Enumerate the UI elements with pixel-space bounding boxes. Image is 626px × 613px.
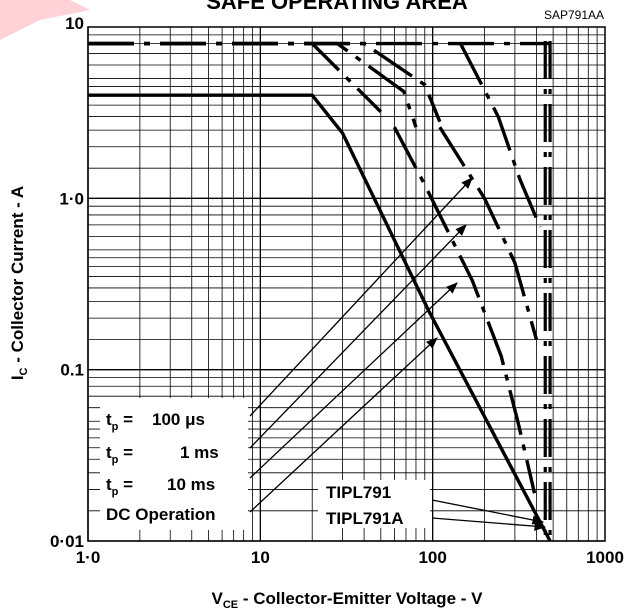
annotation-arrow	[249, 282, 458, 479]
series-line	[458, 42, 542, 228]
y-tick-label: 10	[65, 14, 84, 33]
annotation-arrows	[249, 177, 547, 531]
series-layer	[88, 41, 552, 542]
chart-title: SAFE OPERATING AREA	[206, 0, 468, 14]
x-tick-label: 100	[418, 548, 446, 567]
x-tick-label: 10	[251, 548, 270, 567]
annotation-arrow	[249, 177, 473, 417]
tick-labels: 1·0 10 100 1000 0·01 0.1 1·0 10	[50, 14, 624, 567]
series-line	[88, 93, 552, 542]
y-tick-label: 1·0	[59, 189, 84, 208]
brand-logo-watermark	[0, 0, 90, 40]
plot-frame	[87, 26, 606, 542]
y-axis-title: IC - Collector Current - A	[8, 186, 30, 380]
figure-code: SAP791AA	[544, 8, 604, 22]
series-line	[88, 41, 418, 128]
legend: tp = 100 μs tp = 1 ms tp = 10 ms DC Operati…	[100, 398, 248, 530]
device-label-tipl791: TIPL791	[326, 483, 391, 502]
series-line	[438, 126, 539, 340]
annotation-arrow	[249, 337, 438, 513]
series-line	[88, 41, 442, 123]
annotation-arrow	[431, 517, 547, 531]
x-tick-label: 1·0	[76, 548, 101, 567]
annotation-arrow	[249, 224, 467, 449]
y-tick-label: 0·01	[50, 532, 84, 551]
legend-entry-10ms: tp = 10 ms	[106, 475, 215, 498]
grid	[87, 27, 605, 542]
legend-entry-100us: tp = 100 μs	[106, 410, 205, 433]
device-label-tipl791a: TIPL791A	[326, 509, 403, 528]
x-tick-label: 1000	[586, 548, 624, 567]
annotation-arrow	[431, 499, 545, 525]
legend-entry-1ms: tp = 1 ms	[106, 443, 219, 466]
x-axis-title: VCE - Collector-Emitter Voltage - V	[212, 589, 484, 611]
series-line	[392, 126, 537, 494]
y-tick-label: 0.1	[60, 361, 84, 380]
legend-entry-dc: DC Operation	[106, 505, 216, 524]
